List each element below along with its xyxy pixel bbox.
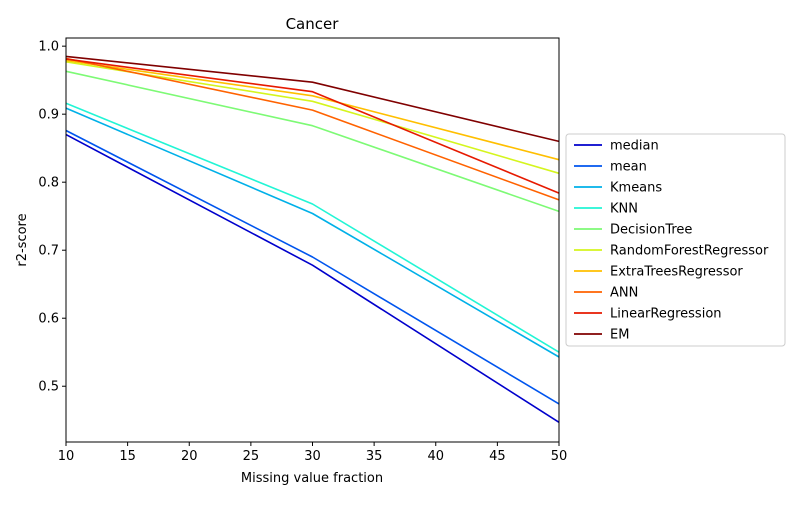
x-tick-label: 50 [551, 449, 568, 464]
legend-label: Kmeans [610, 181, 662, 196]
y-tick-label: 0.9 [38, 108, 59, 123]
legend-label: KNN [610, 202, 638, 217]
y-tick-label: 0.8 [38, 176, 59, 191]
series-line-EM [65, 55, 560, 143]
y-axis-label: r2-score [15, 213, 30, 266]
legend-label: mean [610, 160, 647, 175]
y-tick-label: 0.7 [38, 244, 59, 259]
legend-box [565, 133, 786, 347]
y-tick-label: 0.5 [38, 380, 59, 395]
series-line-RandomForestRegressor [65, 61, 560, 175]
series-line-Kmeans [65, 107, 560, 358]
chart-title: Cancer [286, 15, 340, 33]
legend-label: RandomForestRegressor [610, 244, 769, 259]
legend-label: LinearRegression [610, 307, 722, 322]
y-tick-label: 1.0 [38, 40, 59, 55]
series-layer [65, 55, 560, 423]
y-axis: 0.5 0.6 0.7 0.8 0.9 1.0 [38, 40, 66, 395]
plot-frame [65, 37, 560, 443]
series-line-ExtraTreesRegressor [65, 59, 560, 161]
x-tick-label: 35 [366, 449, 383, 464]
x-axis-label: Missing value fraction [241, 471, 383, 486]
series-line-median [65, 133, 560, 423]
legend-label: DecisionTree [610, 223, 692, 238]
series-line-KNN [65, 102, 560, 353]
series-line-mean [65, 129, 560, 405]
y-tick-label: 0.6 [38, 312, 59, 327]
legend-label: median [610, 139, 659, 154]
x-tick-label: 30 [304, 449, 321, 464]
legend: median mean Kmeans KNN DecisionTree RandomFor… [565, 133, 786, 347]
x-tick-label: 40 [427, 449, 444, 464]
x-axis: 10 15 20 25 30 35 40 45 50 [58, 442, 568, 464]
x-tick-label: 15 [119, 449, 136, 464]
x-tick-label: 20 [181, 449, 198, 464]
x-tick-label: 45 [489, 449, 506, 464]
series-line-ANN [65, 57, 560, 201]
x-tick-label: 25 [243, 449, 260, 464]
legend-label: EM [610, 328, 629, 343]
series-line-LinearRegression [65, 58, 560, 194]
series-line-DecisionTree [65, 70, 560, 213]
legend-label: ANN [610, 286, 638, 301]
x-tick-label: 10 [58, 449, 75, 464]
legend-label: ExtraTreesRegressor [610, 265, 743, 280]
